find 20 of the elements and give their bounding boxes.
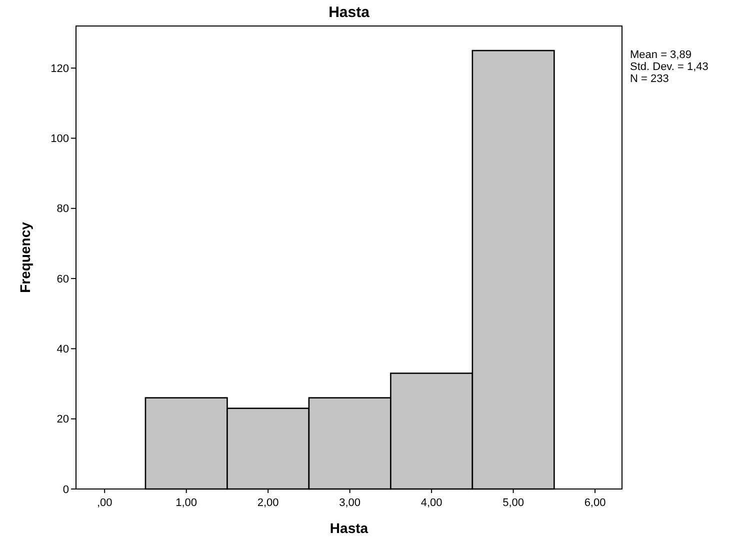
x-tick-label: 5,00 (502, 497, 524, 509)
x-tick-label: 4,00 (420, 497, 442, 509)
x-tick-label: ,00 (96, 497, 112, 509)
y-tick-label: 120 (50, 62, 69, 75)
y-tick-label: 0 (62, 484, 69, 496)
y-tick-label: 20 (56, 414, 69, 426)
y-axis-title: Frequency (17, 222, 33, 293)
y-tick-label: 40 (56, 344, 69, 356)
x-tick-label: 3,00 (339, 497, 361, 509)
x-axis-title: Hasta (330, 520, 368, 536)
y-tick-label: 80 (56, 203, 69, 216)
chart-title: Hasta (328, 4, 370, 21)
x-tick-label: 1,00 (176, 497, 198, 509)
text: Std. Dev. = 1,43 (630, 61, 708, 73)
text: N = 233 (630, 73, 669, 85)
x-tick-label: 2,00 (257, 497, 279, 509)
x-tick-label: 6,00 (584, 497, 606, 509)
text: Mean = 3,89 (630, 49, 692, 61)
y-tick-label: 100 (50, 133, 69, 146)
y-tick-label: 60 (56, 273, 69, 286)
